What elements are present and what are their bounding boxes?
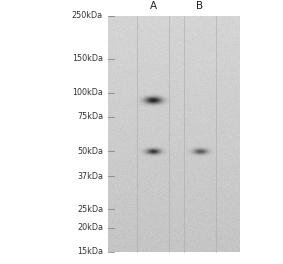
- Text: 250kDa: 250kDa: [72, 12, 103, 21]
- Text: 100kDa: 100kDa: [72, 88, 103, 97]
- Text: 37kDa: 37kDa: [77, 172, 103, 181]
- Text: A: A: [149, 1, 156, 11]
- Text: B: B: [196, 1, 203, 11]
- Text: 15kDa: 15kDa: [77, 248, 103, 257]
- Text: 75kDa: 75kDa: [77, 112, 103, 121]
- Text: 50kDa: 50kDa: [77, 147, 103, 155]
- Text: 20kDa: 20kDa: [77, 223, 103, 232]
- Text: 150kDa: 150kDa: [72, 54, 103, 63]
- Text: 25kDa: 25kDa: [77, 205, 103, 214]
